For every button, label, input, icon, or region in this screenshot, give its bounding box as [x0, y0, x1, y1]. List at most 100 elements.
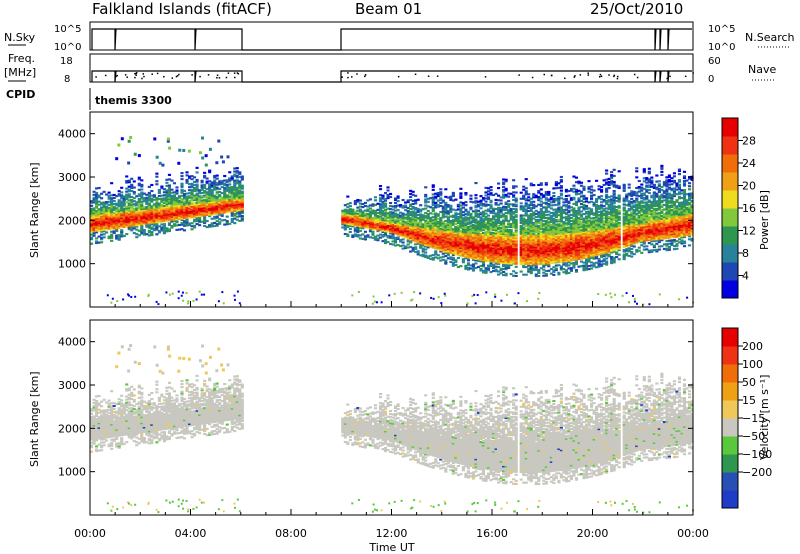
power-cell [132, 207, 136, 210]
power-cell [544, 256, 548, 259]
power-cell [97, 223, 101, 226]
power-cell [388, 235, 393, 238]
power-cell [190, 193, 194, 196]
power-cell [532, 229, 536, 232]
power-cell [534, 273, 538, 276]
power-cell [414, 219, 418, 222]
power-cell [532, 253, 536, 256]
power-cell [115, 217, 119, 220]
power-cell [502, 220, 506, 224]
power-cell [481, 254, 486, 257]
power-cell [147, 205, 151, 208]
power-cell [381, 217, 385, 220]
power-cell [509, 238, 513, 241]
power-cell [441, 199, 445, 202]
power-cell [416, 242, 420, 245]
power-cell [476, 220, 481, 223]
power-cell [97, 221, 101, 224]
power-cell [233, 181, 237, 184]
power-cell [378, 218, 383, 221]
power-cell [105, 223, 109, 226]
power-cell [434, 241, 438, 244]
power-cell [170, 208, 174, 211]
power-cell [589, 267, 594, 270]
power-cell [383, 199, 388, 202]
power-cell [155, 228, 159, 231]
power-cell [595, 179, 599, 182]
power-cell [218, 204, 222, 207]
power-cell [421, 253, 425, 256]
power-cell [130, 229, 134, 232]
power-cell [464, 240, 468, 243]
power-cell [527, 237, 531, 240]
power-cell [461, 258, 465, 261]
power-cell [100, 219, 104, 223]
power-cell [527, 235, 531, 238]
power-cell [152, 227, 156, 230]
power-cell [544, 245, 548, 248]
power-cell [353, 230, 357, 233]
power-cell [147, 219, 151, 222]
power-cell [102, 213, 106, 216]
power-cell [497, 270, 501, 273]
power-cell [514, 197, 518, 200]
power-cell [371, 224, 375, 227]
power-cell [461, 232, 465, 235]
power-cell [167, 229, 171, 233]
power-cell [466, 235, 470, 238]
power-cell [341, 223, 345, 226]
power-cell [185, 195, 189, 198]
power-cell [391, 211, 395, 214]
power-cell [160, 194, 164, 197]
power-cell [381, 230, 385, 234]
power-cell [484, 209, 488, 212]
power-cell [120, 224, 124, 227]
power-cell [494, 233, 498, 236]
power-cell [497, 273, 501, 276]
power-cell [356, 224, 360, 227]
power-cell [203, 185, 207, 188]
power-cell [481, 262, 486, 265]
power-cell [484, 255, 488, 258]
power-cell [150, 215, 154, 218]
power-cell [529, 266, 533, 269]
power-cell [514, 246, 518, 249]
power-cell [532, 243, 536, 246]
power-cell [145, 213, 149, 216]
power-cell [127, 188, 131, 191]
freq-trace [91, 70, 692, 83]
power-cell [167, 210, 171, 213]
power-cell [120, 197, 124, 200]
power-cell [499, 260, 503, 263]
power-cell [198, 189, 202, 192]
power-cell [414, 237, 418, 240]
power-cell [494, 212, 498, 215]
power-cell [150, 221, 154, 224]
power-cell [426, 220, 430, 223]
power-cell [451, 214, 455, 217]
power-cell [394, 236, 398, 239]
power-cell [198, 211, 202, 215]
power-cell [514, 215, 518, 218]
power-cell [235, 205, 239, 208]
power-cell [494, 248, 498, 252]
power-cell [208, 171, 212, 174]
power-cell [137, 203, 141, 207]
power-cell [544, 224, 548, 227]
power-cell [444, 262, 448, 265]
power-cell [547, 222, 551, 225]
power-cell [522, 188, 526, 191]
power-cell [421, 236, 425, 240]
power-cell [112, 222, 116, 225]
power-cell [492, 265, 496, 268]
power-cell [446, 226, 450, 229]
power-cell [180, 191, 184, 194]
power-cell [471, 217, 476, 221]
power-cell [190, 199, 194, 202]
power-cell [481, 210, 486, 213]
power-cell [539, 220, 543, 223]
power-cell [451, 228, 455, 231]
power-cell [409, 229, 413, 232]
power-cell [343, 226, 347, 230]
power-cell [386, 230, 390, 233]
